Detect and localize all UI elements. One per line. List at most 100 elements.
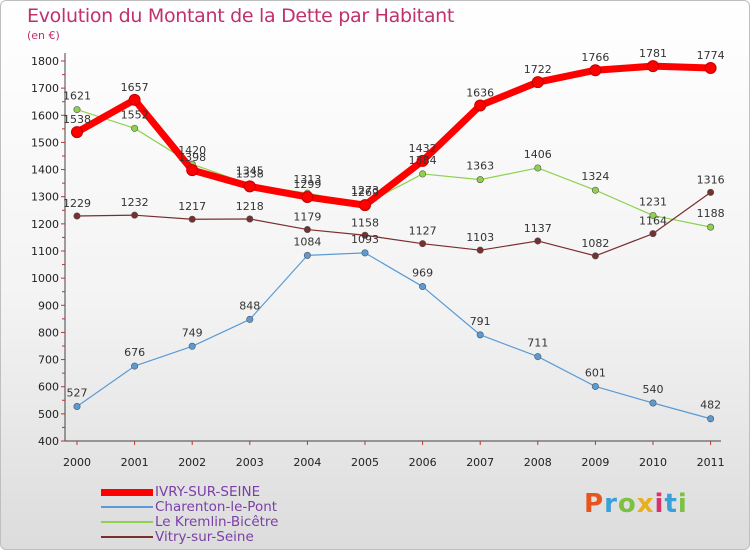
data-label: 1164 (639, 215, 667, 228)
data-label: 1636 (466, 87, 494, 100)
data-label: 1316 (697, 173, 725, 186)
series-point-1 (534, 353, 542, 361)
series-point-3 (188, 215, 196, 223)
series-point-3 (361, 231, 369, 239)
legend-swatch (101, 521, 153, 523)
data-label: 601 (585, 366, 606, 379)
data-label: 1338 (236, 167, 264, 180)
data-label: 1179 (293, 211, 321, 224)
series-point-3 (419, 240, 427, 248)
series-point-1 (303, 251, 311, 259)
y-tick-label: 1400 (31, 164, 59, 177)
series-point-2 (591, 186, 599, 194)
data-label: 1084 (293, 235, 321, 248)
y-tick-label: 400 (38, 435, 59, 448)
series-point-2 (73, 106, 81, 114)
proxiti-logo: Proxiti (584, 489, 688, 519)
series-point-0 (71, 126, 83, 139)
logo-letter: r (604, 489, 618, 519)
data-label: 1273 (351, 184, 379, 197)
data-label: 527 (67, 387, 88, 400)
data-label: 1781 (639, 47, 667, 60)
data-label: 1657 (121, 81, 149, 94)
chart-subtitle: (en €) (27, 29, 60, 42)
data-label: 1269 (351, 186, 379, 199)
y-tick-label: 1800 (31, 55, 59, 68)
series-point-0 (416, 154, 429, 167)
logo-letter: P (584, 489, 605, 519)
series-point-3 (649, 230, 657, 238)
logo-letter: i (654, 489, 665, 519)
logo-letter: t (664, 489, 678, 519)
x-tick-label: 2010 (639, 456, 667, 469)
series-point-1 (419, 283, 427, 291)
series-point-2 (707, 223, 715, 231)
legend-swatch (101, 488, 153, 496)
data-label: 1621 (63, 90, 91, 103)
y-tick-label: 1100 (31, 245, 59, 258)
data-label: 1231 (639, 195, 667, 208)
data-label: 1093 (351, 233, 379, 246)
data-label: 1398 (178, 151, 206, 164)
legend-label: Charenton-le-Pont (155, 499, 278, 515)
logo-letter: o (617, 489, 637, 519)
data-label: 1127 (409, 225, 437, 238)
data-label: 1432 (409, 142, 437, 155)
series-point-1 (591, 382, 599, 390)
y-tick-label: 900 (38, 299, 59, 312)
y-tick-label: 600 (38, 381, 59, 394)
x-tick-label: 2008 (524, 456, 552, 469)
data-label: 711 (527, 337, 548, 350)
data-label: 848 (239, 299, 260, 312)
data-label: 1082 (581, 237, 609, 250)
data-label: 749 (182, 326, 203, 339)
x-tick-label: 2003 (236, 456, 264, 469)
series-point-3 (303, 226, 311, 234)
series-point-0 (359, 199, 371, 212)
y-tick-label: 1000 (31, 272, 59, 285)
series-point-1 (131, 362, 139, 370)
legend-label: Le Kremlin-Bicêtre (155, 514, 279, 530)
series-point-3 (476, 246, 484, 254)
x-tick-label: 2006 (409, 456, 437, 469)
series-point-3 (534, 237, 542, 245)
series-point-0 (301, 190, 314, 203)
series-line-1 (76, 252, 712, 420)
logo-letter: i (677, 489, 688, 519)
x-tick-label: 2001 (121, 456, 149, 469)
y-tick-label: 700 (38, 354, 59, 367)
data-label: 482 (700, 399, 721, 412)
data-label: 1345 (236, 165, 264, 178)
data-label: 969 (412, 267, 433, 280)
legend-swatch (101, 536, 153, 538)
series-point-3 (131, 211, 139, 219)
series-point-0 (474, 99, 487, 112)
data-label: 1774 (697, 49, 725, 62)
data-label: 1324 (581, 170, 609, 183)
series-line-3 (76, 191, 712, 257)
logo-letter: x (636, 489, 655, 519)
series-point-2 (534, 164, 542, 172)
data-label: 1363 (466, 160, 494, 173)
series-point-3 (591, 252, 599, 260)
x-tick-label: 2000 (63, 456, 91, 469)
series-point-1 (188, 342, 196, 350)
series-point-0 (531, 76, 544, 89)
legend-label: IVRY-SUR-SEINE (155, 484, 261, 500)
data-label: 1188 (697, 207, 725, 220)
series-point-1 (246, 315, 254, 323)
y-tick-label: 1300 (31, 191, 59, 204)
data-label: 1217 (178, 200, 206, 213)
series-point-0 (704, 62, 717, 75)
data-label: 1232 (121, 196, 149, 209)
chart-title: Evolution du Montant de la Dette par Hab… (27, 5, 455, 27)
y-tick-label: 1200 (31, 218, 59, 231)
data-label: 540 (643, 383, 664, 396)
series-point-3 (73, 212, 81, 220)
x-tick-label: 2011 (697, 456, 725, 469)
y-tick-label: 1600 (31, 109, 59, 122)
legend-swatch (101, 506, 153, 508)
series-point-1 (361, 249, 369, 257)
